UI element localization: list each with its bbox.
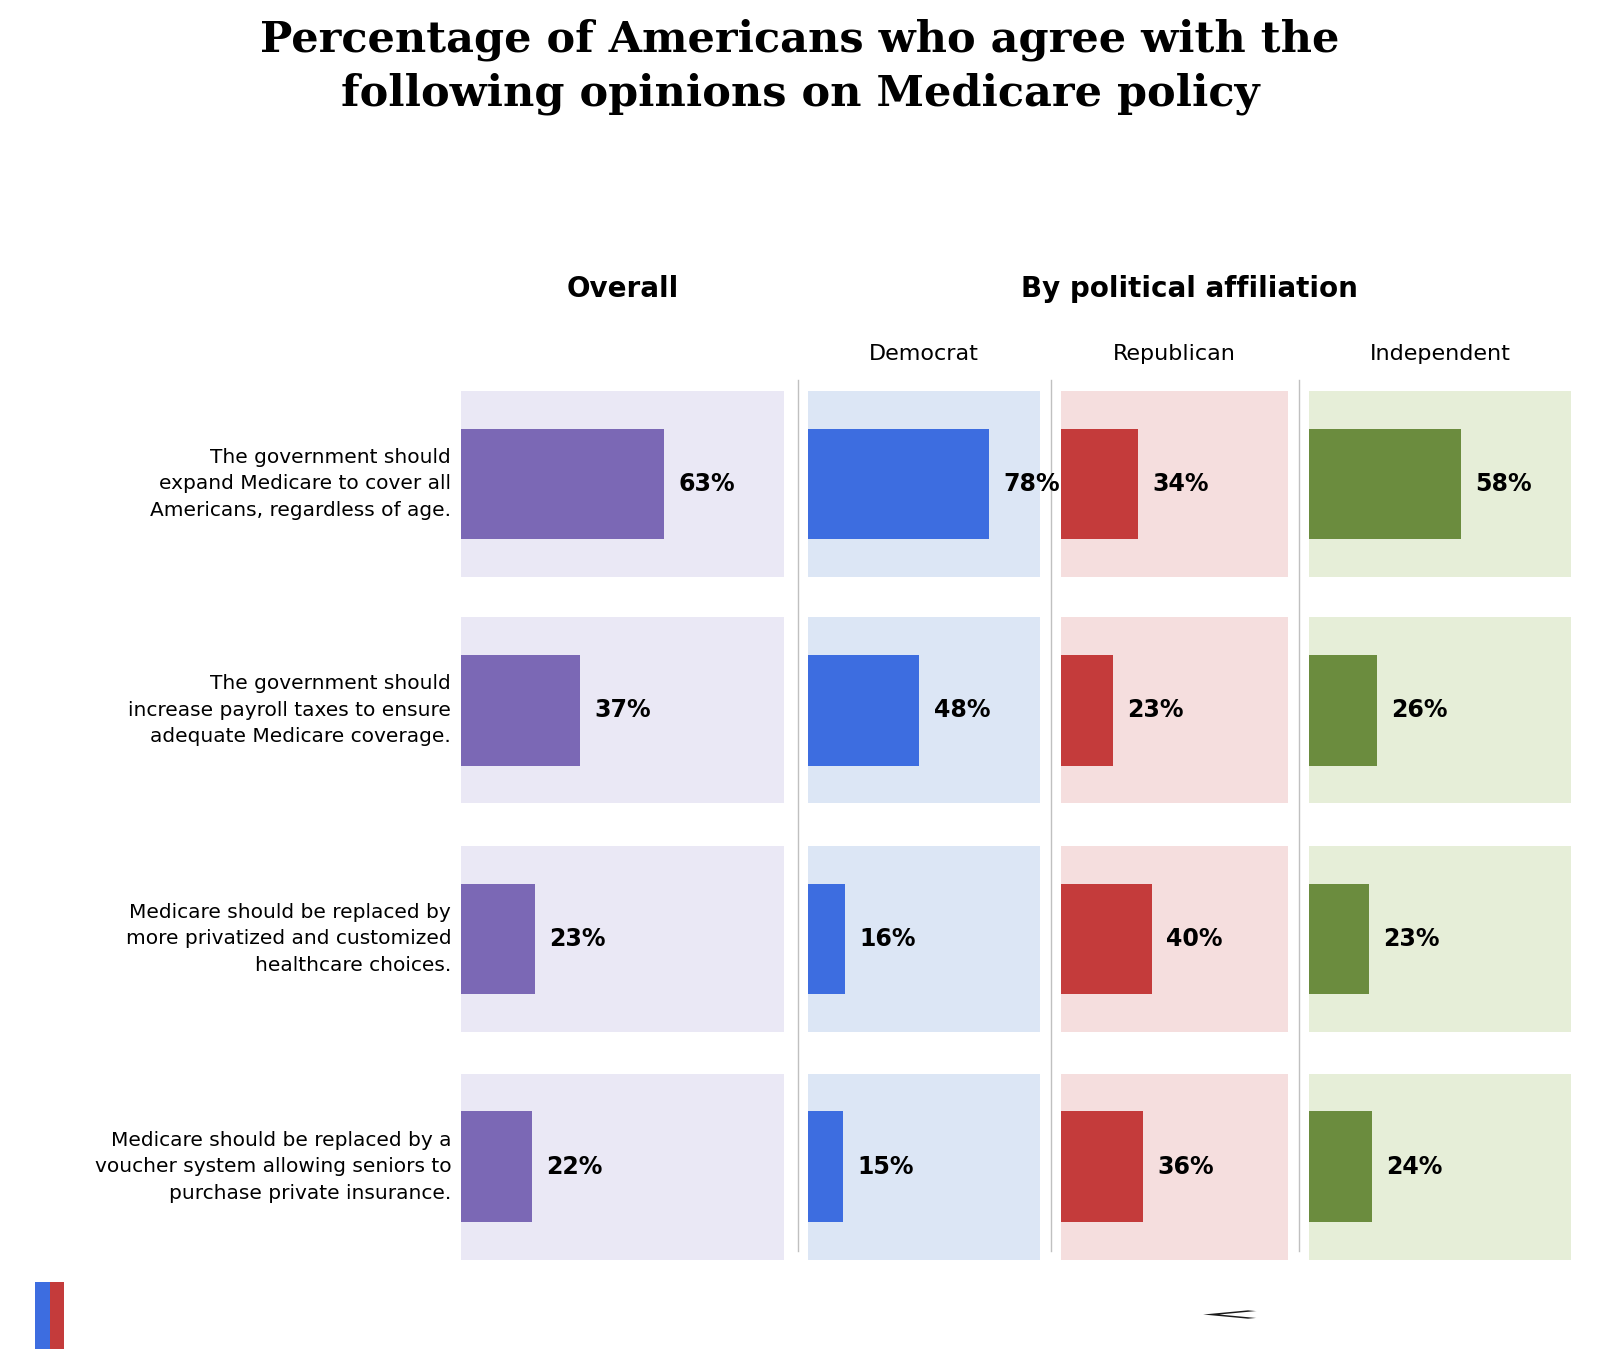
Text: Medicare should be replaced by a
voucher system allowing seniors to
purchase pri: Medicare should be replaced by a voucher… — [94, 1131, 451, 1202]
Bar — [808, 884, 845, 995]
Bar — [808, 428, 989, 539]
Polygon shape — [1163, 1310, 1253, 1318]
Text: 26%: 26% — [1392, 698, 1448, 722]
Text: 15%: 15% — [858, 1154, 914, 1179]
Text: Independent: Independent — [1370, 344, 1510, 365]
Bar — [1309, 847, 1571, 1032]
Text: 23%: 23% — [1384, 927, 1440, 951]
Bar — [461, 428, 664, 539]
Text: Source: Atticus Study: Source: Atticus Study — [83, 1305, 307, 1324]
Text: By political affiliation: By political affiliation — [1021, 276, 1358, 303]
Text: 34%: 34% — [1152, 472, 1210, 495]
Text: Overall: Overall — [566, 276, 678, 303]
Text: 40%: 40% — [1166, 927, 1222, 951]
Bar — [1309, 654, 1378, 766]
Bar — [808, 391, 1040, 578]
Bar — [461, 654, 581, 766]
Text: Medicare should be replaced by
more privatized and customized
healthcare choices: Medicare should be replaced by more priv… — [125, 903, 451, 975]
Text: 36%: 36% — [1157, 1154, 1214, 1179]
Bar — [1309, 428, 1461, 539]
Bar — [1309, 617, 1571, 803]
Text: 78%: 78% — [1003, 472, 1059, 495]
Bar — [1309, 884, 1370, 995]
Bar — [461, 617, 784, 803]
Text: 23%: 23% — [549, 927, 606, 951]
Bar — [1061, 884, 1152, 995]
Text: 58%: 58% — [1475, 472, 1533, 495]
Bar — [1061, 847, 1288, 1032]
Text: 37%: 37% — [595, 698, 651, 722]
Text: The government should
expand Medicare to cover all
Americans, regardless of age.: The government should expand Medicare to… — [150, 447, 451, 520]
Bar — [50, 1283, 64, 1349]
Bar — [461, 1073, 784, 1259]
Bar — [1061, 654, 1114, 766]
Bar — [1309, 1073, 1571, 1259]
Text: Republican: Republican — [1114, 344, 1235, 365]
Bar — [1309, 391, 1571, 578]
Text: 23%: 23% — [1128, 698, 1184, 722]
Text: Percentage of Americans who agree with the
following opinions on Medicare policy: Percentage of Americans who agree with t… — [261, 19, 1339, 115]
Text: Atticus: Atticus — [1296, 1292, 1474, 1336]
Bar — [808, 1111, 843, 1222]
Text: 16%: 16% — [859, 927, 917, 951]
Bar — [461, 391, 784, 578]
Bar — [808, 847, 1040, 1032]
Text: 24%: 24% — [1386, 1154, 1443, 1179]
Bar — [1061, 1111, 1142, 1222]
Text: The government should
increase payroll taxes to ensure
adequate Medicare coverag: The government should increase payroll t… — [128, 674, 451, 746]
Bar — [1061, 617, 1288, 803]
Polygon shape — [1203, 1310, 1293, 1318]
Text: 63%: 63% — [678, 472, 736, 495]
Bar — [461, 847, 784, 1032]
Bar — [461, 1111, 531, 1222]
Bar — [1061, 428, 1138, 539]
Bar — [1061, 1073, 1288, 1259]
Bar — [1061, 391, 1288, 578]
Bar — [808, 1073, 1040, 1259]
Text: 22%: 22% — [546, 1154, 603, 1179]
Text: Democrat: Democrat — [869, 344, 979, 365]
Bar — [808, 654, 920, 766]
Bar — [808, 617, 1040, 803]
Bar — [35, 1283, 50, 1349]
Bar — [1309, 1111, 1371, 1222]
Polygon shape — [1219, 1310, 1309, 1318]
Text: 48%: 48% — [934, 698, 990, 722]
Bar — [461, 884, 534, 995]
